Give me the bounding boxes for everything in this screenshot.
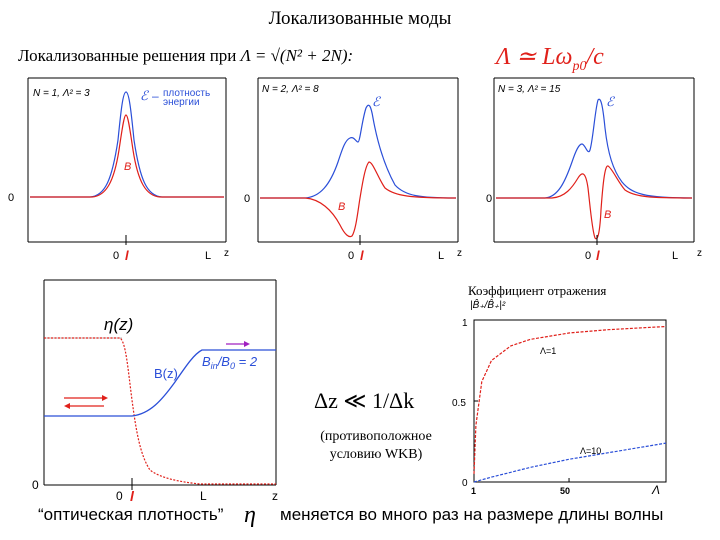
panel1-zero: 0 — [8, 192, 14, 204]
panel2-xl: l — [360, 248, 364, 263]
reflection-plot-area — [473, 319, 667, 483]
panel3-zero: 0 — [486, 193, 492, 205]
profile-xz: z — [272, 489, 278, 503]
eta-label: η(z) — [104, 315, 133, 334]
panel3-label: N = 3, Λ² = 15 — [498, 84, 561, 95]
wkb-note-line2: условию WKB) — [329, 447, 423, 462]
panel2-xz: z — [457, 248, 462, 259]
ratio-val: = 2 — [235, 354, 258, 369]
profile-x0: 0 — [116, 489, 123, 503]
ytick-0: 0 — [462, 478, 468, 489]
panel1-legend-e: ℰ — [140, 88, 149, 103]
panel1-label: N = 1, Λ² = 3 — [33, 88, 90, 99]
panel1-xz: z — [224, 248, 229, 259]
series-line-2 — [473, 442, 667, 483]
panel2-b-label: B — [338, 201, 345, 213]
panel3-legend-e: ℰ — [606, 94, 615, 109]
ytick-1: 1 — [462, 318, 468, 329]
panel2-b-curve — [260, 161, 457, 238]
panel1-x0: 0 — [113, 250, 119, 262]
panel2-x0: 0 — [348, 250, 354, 262]
arrow-right-head — [102, 395, 108, 401]
slide-title: Локализованные моды — [268, 8, 452, 29]
panel3-b-curve — [496, 165, 693, 240]
panel1-energy-curve — [30, 91, 224, 198]
panel2-label: N = 2, Λ² = 8 — [262, 84, 319, 95]
mode-panel-2 — [257, 77, 459, 245]
bottom-eta: η — [244, 502, 256, 528]
panel3-xl: l — [596, 248, 600, 263]
panel1-xL: L — [205, 250, 211, 262]
bottom-text-2: меняется во много раз на размере длины в… — [280, 505, 664, 524]
panel3-xL: L — [672, 250, 678, 262]
mode-panel-3 — [493, 77, 695, 245]
panel1-xl: l — [125, 248, 129, 263]
xtick-1: 1 — [471, 486, 476, 496]
profile-xl: l — [130, 488, 135, 504]
reflection-caption: Коэффициент отражения — [468, 283, 607, 298]
panel2-legend-e: ℰ — [372, 94, 381, 109]
curve2-label: Λ=10 — [580, 446, 601, 456]
ratio-sub: in — [211, 361, 218, 371]
panel3-energy-curve — [496, 98, 693, 199]
panel3-b-label: B — [604, 209, 611, 221]
xtick-50: 50 — [560, 486, 570, 496]
relation-formula: Λ ≃ Lωp0/c — [496, 42, 604, 75]
profile-panel: η(z) B(z) Bin/B0 = 2 0 0 l L z — [32, 279, 278, 504]
panel3-xz: z — [697, 248, 702, 259]
panel1-legend-dash: – — [152, 89, 159, 103]
panel2-xL: L — [438, 250, 444, 262]
panel1-legend-text-2: энергии — [163, 97, 200, 108]
series-line-1 — [473, 325, 667, 474]
ytick-0.5: 0.5 — [452, 398, 466, 409]
ratio-label: Bin/B0 = 2 — [202, 354, 258, 371]
arrow-left-head — [64, 403, 70, 409]
panel1-b-label: B — [124, 161, 131, 173]
panel2-energy-curve — [260, 104, 457, 199]
header-text: Локализованные решения при Λ = √(N² + 2N… — [18, 46, 353, 66]
arrow-magenta-head — [244, 341, 250, 347]
reflection-frame — [473, 319, 667, 483]
relation-tail: /c — [586, 44, 604, 70]
profile-zero: 0 — [32, 478, 39, 492]
header-words: Локализованные решения при — [18, 46, 237, 65]
reflection-ylabel: |B̂₊/B̂₊|² — [470, 297, 506, 311]
reflection-xlabel: Λ — [651, 483, 660, 497]
ratio-b: B — [202, 354, 211, 369]
relation-main: Λ ≃ Lω — [496, 44, 573, 70]
panel1-legend-text-1: плотность — [163, 88, 210, 99]
curve1-label: Λ=1 — [540, 346, 556, 356]
wkb-note-line1: (противоположное — [320, 429, 432, 444]
bottom-text-1: “оптическая плотность” — [38, 505, 224, 524]
profile-b-curve — [44, 349, 276, 417]
wkb-condition: Δz ≪ 1/Δk — [314, 388, 415, 413]
ratio-sub2: 0 — [230, 361, 235, 371]
panel1-b-curve — [30, 114, 224, 198]
b-of-z-label: B(z) — [154, 366, 178, 381]
profile-xL: L — [200, 489, 207, 503]
relation-sub: p0 — [572, 58, 587, 74]
mode-panel-1 — [27, 77, 227, 245]
mode-panels: N = 1, Λ² = 3 ℰ – плотность энергии B 0 … — [8, 77, 702, 263]
panel2-zero: 0 — [244, 193, 250, 205]
profile-eta-curve — [44, 337, 276, 485]
reflection-chart: |B̂₊/B̂₊|² 1 0.5 0 1 50 Λ Λ=1 Λ=10 — [452, 297, 667, 497]
header-formula: Λ = √(N² + 2N): — [240, 46, 354, 65]
panel3-x0: 0 — [585, 250, 591, 262]
ratio-tail: /B — [217, 354, 231, 369]
wkb-note: (противоположное условию WKB) — [306, 428, 446, 464]
